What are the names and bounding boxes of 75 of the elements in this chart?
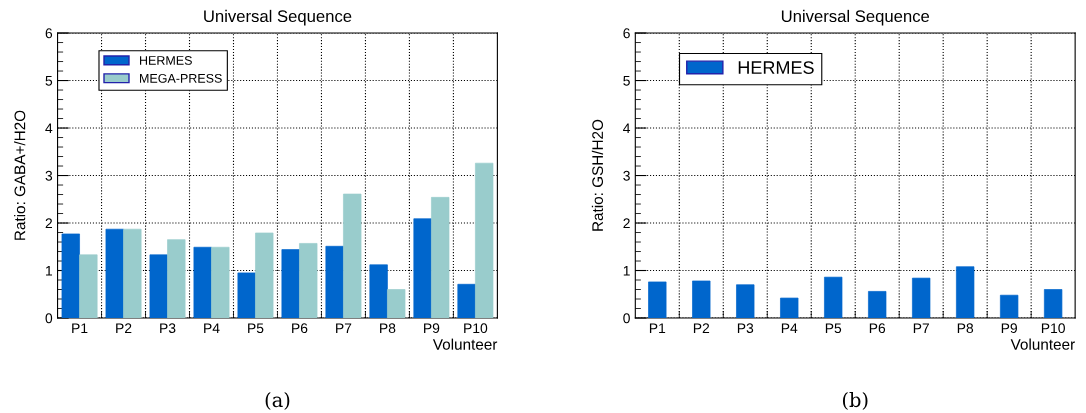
y-tick-label: 6: [45, 28, 53, 39]
bar: [105, 228, 124, 319]
bar: [475, 162, 494, 319]
bar: [780, 297, 799, 319]
x-tick-label: P2: [693, 323, 710, 333]
x-tick-label: P8: [957, 323, 974, 334]
legend-label: MEGA-PRESS: [140, 73, 222, 83]
bar: [281, 249, 300, 319]
legend-label: HERMES: [738, 61, 814, 74]
y-tick-label: 0: [45, 313, 53, 324]
bar: [79, 254, 98, 319]
x-tick-label: P6: [869, 323, 886, 334]
x-tick-label: P9: [424, 323, 440, 334]
legend-label: HERMES: [140, 56, 192, 65]
bar: [193, 246, 212, 319]
x-tick-label: P1: [649, 323, 666, 333]
x-tick-label: P1: [72, 323, 88, 333]
y-tick-label: 4: [45, 123, 53, 134]
x-axis-title: Volunteer: [432, 338, 498, 350]
x-tick-label: P2: [116, 323, 132, 333]
x-tick-label: P9: [1001, 323, 1017, 334]
bar: [255, 232, 274, 319]
text: (a): [265, 392, 290, 410]
y-tick-label: 1: [46, 265, 53, 276]
bar: [325, 245, 344, 319]
y-tick-label: 6: [623, 28, 630, 39]
bar: [237, 272, 256, 319]
y-tick-label: 5: [623, 76, 630, 86]
y-tick-label: 1: [623, 265, 630, 276]
x-axis-title: Volunteer: [1010, 338, 1075, 350]
x-tick-label: P6: [292, 323, 308, 334]
bar: [123, 228, 142, 319]
y-tick-label: 2: [45, 218, 52, 229]
bar: [736, 284, 755, 319]
bar: [692, 280, 711, 319]
x-tick-label: P4: [204, 323, 220, 333]
x-tick-label: P4: [781, 323, 798, 333]
bar: [343, 193, 362, 319]
bar: [457, 283, 476, 319]
bar: [868, 291, 887, 319]
x-tick-label: P8: [380, 323, 396, 334]
bar: [299, 243, 318, 319]
text: (b): [842, 392, 868, 410]
bar: [149, 254, 168, 319]
x-tick-label: P5: [248, 323, 264, 334]
bar: [369, 264, 388, 319]
x-tick-label: P5: [825, 323, 842, 334]
x-tick-label: P10: [1041, 323, 1065, 334]
x-tick-label: P10: [464, 323, 488, 334]
bar: [413, 218, 432, 319]
bar: [1000, 294, 1019, 319]
x-tick-label: P7: [913, 323, 929, 333]
y-tick-label: 0: [623, 313, 630, 324]
bar: [824, 276, 843, 319]
y-tick-label: 2: [623, 218, 630, 229]
bar: [167, 239, 186, 319]
y-axis-title: Ratio: GSH/H2O: [591, 119, 604, 231]
bar: [648, 281, 667, 319]
bar: [61, 233, 80, 319]
y-tick-label: 5: [45, 76, 53, 86]
y-tick-label: 4: [623, 123, 631, 134]
bar: [956, 266, 975, 319]
x-tick-label: P7: [336, 323, 352, 333]
chart-title: Universal Sequence: [204, 9, 352, 26]
chart-title: Universal Sequence: [781, 9, 930, 26]
y-tick-label: 3: [623, 170, 630, 181]
x-tick-label: P3: [160, 323, 176, 334]
bar: [211, 246, 230, 319]
bar: [1044, 289, 1063, 319]
y-axis-title: Ratio: GABA+/H2O: [14, 110, 26, 240]
bar: [912, 277, 931, 319]
y-tick-label: 3: [45, 170, 53, 181]
x-tick-label: P3: [737, 323, 754, 334]
bar: [387, 289, 406, 319]
bar: [431, 197, 450, 319]
